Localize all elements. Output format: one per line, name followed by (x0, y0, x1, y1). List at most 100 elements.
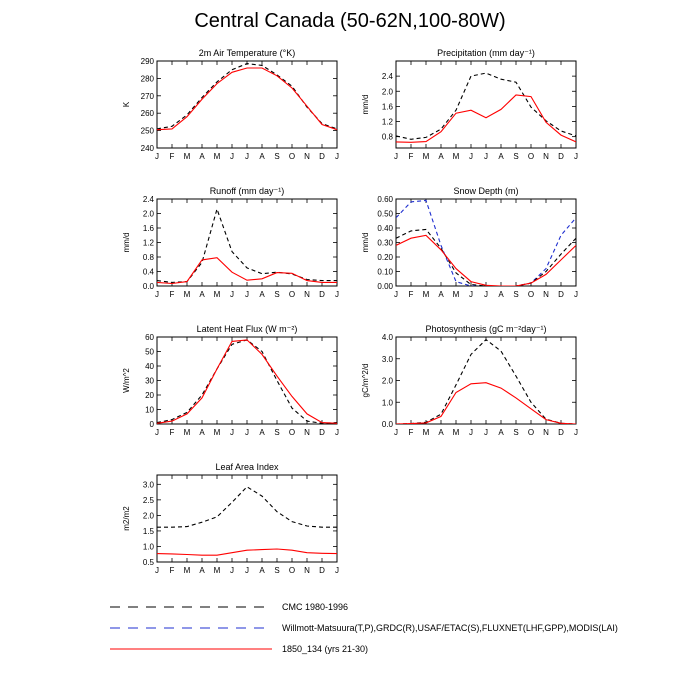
y-tick-label: 0.50 (377, 210, 393, 219)
x-tick-label: J (245, 428, 249, 437)
x-tick-label: J (484, 290, 488, 299)
x-tick-label: J (155, 152, 159, 161)
y-tick-label: 260 (141, 109, 155, 118)
y-tick-label: 1.6 (382, 102, 394, 111)
x-tick-label: A (498, 428, 504, 437)
series-line-model (396, 94, 576, 143)
plot-frame (395, 60, 577, 149)
y-axis-label: W/m^2 (122, 368, 131, 393)
x-tick-label: O (289, 290, 295, 299)
x-tick-label: S (274, 152, 279, 161)
y-tick-label: 2.4 (382, 72, 394, 81)
x-tick-label: J (155, 566, 159, 575)
x-tick-label: F (170, 566, 175, 575)
series-line-cmc (396, 72, 576, 140)
x-tick-label: J (230, 428, 234, 437)
y-tick-label: 0.4 (143, 268, 155, 277)
series-line-model (157, 339, 337, 424)
y-tick-label: 0.8 (143, 253, 155, 262)
y-tick-label: 2.0 (143, 210, 155, 219)
x-tick-label: J (155, 428, 159, 437)
series-line-model (157, 257, 337, 285)
y-tick-label: 2.0 (382, 377, 394, 386)
series-line-model (157, 67, 337, 131)
x-tick-label: S (513, 290, 518, 299)
y-tick-label: 3.0 (382, 355, 394, 364)
panel-title: Runoff (mm day⁻¹) (210, 186, 285, 196)
x-tick-label: J (230, 566, 234, 575)
legend-entry: Willmott-Matsuura(T,P),GRDC(R),USAF/ETAC… (282, 623, 618, 633)
x-tick-label: N (543, 428, 549, 437)
y-axis-label: K (122, 101, 131, 107)
x-tick-label: F (409, 152, 414, 161)
y-tick-label: 10 (145, 406, 154, 415)
y-tick-label: 0.60 (377, 195, 393, 204)
y-tick-label: 0.20 (377, 253, 393, 262)
panel-1: 2m Air Temperature (°K)J F M A M J J A S O N D J2402… (122, 48, 339, 161)
x-tick-label: O (289, 152, 295, 161)
x-tick-label: J (230, 152, 234, 161)
y-tick-label: 290 (141, 57, 155, 66)
y-tick-label: 0.8 (382, 133, 394, 142)
x-tick-label: J (335, 428, 339, 437)
y-tick-label: 1.0 (382, 398, 394, 407)
x-tick-label: A (438, 428, 444, 437)
y-tick-label: 240 (141, 144, 155, 153)
series-line-model (396, 382, 576, 424)
x-tick-label: A (498, 290, 504, 299)
x-tick-label: S (513, 152, 518, 161)
x-tick-label: M (423, 152, 430, 161)
plot-frame (156, 474, 338, 563)
x-tick-label: J (394, 428, 398, 437)
x-tick-label: J (574, 152, 578, 161)
x-tick-label: M (214, 428, 221, 437)
series-line-cmc (157, 207, 337, 283)
y-tick-label: 40 (145, 362, 154, 371)
x-tick-label: A (199, 566, 205, 575)
series-line-cmc (396, 338, 576, 424)
x-tick-label: D (558, 152, 564, 161)
panel-title: Precipitation (mm day⁻¹) (437, 48, 535, 58)
legend-entry: 1850_134 (yrs 21-30) (282, 644, 368, 654)
x-tick-label: M (214, 290, 221, 299)
x-tick-label: J (155, 290, 159, 299)
y-tick-label: 1.6 (143, 224, 155, 233)
series-line-model (396, 234, 576, 286)
x-tick-label: S (274, 566, 279, 575)
y-tick-label: 0.10 (377, 268, 393, 277)
plot-frame (156, 336, 338, 425)
y-axis-label: mm/d (361, 95, 370, 115)
x-tick-label: A (259, 428, 265, 437)
y-tick-label: 0 (150, 420, 155, 429)
series-line-cmc (396, 228, 576, 286)
series-line-cmc (157, 63, 337, 130)
panel-2: Precipitation (mm day⁻¹)J F M A M J J A S O N D J0.8… (361, 48, 578, 161)
y-tick-label: 1.5 (143, 527, 155, 536)
y-tick-label: 20 (145, 391, 154, 400)
x-tick-label: S (274, 290, 279, 299)
x-tick-label: S (513, 428, 518, 437)
series-line-obs (396, 199, 576, 286)
x-tick-label: O (289, 428, 295, 437)
series-line-model (157, 548, 337, 556)
x-tick-label: F (170, 428, 175, 437)
x-tick-label: D (558, 290, 564, 299)
y-tick-label: 2.5 (143, 496, 155, 505)
x-tick-label: A (498, 152, 504, 161)
page-title: Central Canada (50-62N,100-80W) (194, 10, 506, 32)
x-tick-label: D (319, 290, 325, 299)
x-tick-label: J (469, 290, 473, 299)
x-tick-label: J (245, 290, 249, 299)
y-tick-label: 4.0 (382, 333, 394, 342)
x-tick-label: O (528, 152, 534, 161)
y-tick-label: 1.0 (143, 542, 155, 551)
y-tick-label: 280 (141, 74, 155, 83)
y-tick-label: 1.2 (143, 239, 155, 248)
x-tick-label: M (214, 566, 221, 575)
x-tick-label: J (484, 428, 488, 437)
x-tick-label: O (528, 428, 534, 437)
x-tick-label: D (319, 428, 325, 437)
y-tick-label: 0.0 (143, 282, 155, 291)
